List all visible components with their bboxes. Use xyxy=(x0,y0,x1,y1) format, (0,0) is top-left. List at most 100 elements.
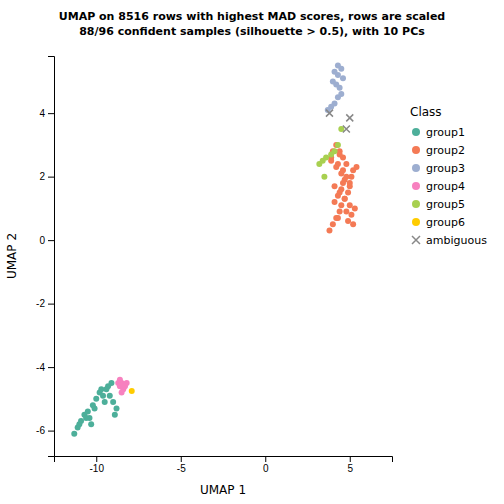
x-axis-title: UMAP 1 xyxy=(200,483,246,497)
legend-marker xyxy=(412,146,420,154)
y-axis-line xyxy=(48,57,55,457)
point xyxy=(337,209,343,215)
point xyxy=(335,142,341,148)
point xyxy=(337,151,343,157)
y-tick-label: 4 xyxy=(39,108,45,119)
point xyxy=(92,405,98,411)
point xyxy=(350,221,356,227)
point xyxy=(348,212,354,218)
y-tick: -4 xyxy=(36,362,54,373)
legend-marker xyxy=(412,218,420,226)
y-tick: 2 xyxy=(39,171,54,182)
point xyxy=(332,101,338,107)
legend-marker xyxy=(412,182,420,190)
y-tick-label: -2 xyxy=(36,298,45,309)
y-axis-title: UMAP 2 xyxy=(5,233,19,279)
y-tick: -2 xyxy=(36,298,54,309)
point xyxy=(323,155,329,161)
x-tick: -10 xyxy=(90,456,105,474)
point xyxy=(332,183,338,189)
point xyxy=(333,164,339,170)
series xyxy=(71,380,119,437)
legend-label: ambiguous xyxy=(426,234,487,247)
legend-label: group1 xyxy=(426,126,465,139)
point xyxy=(335,63,341,69)
x-tick-mark xyxy=(96,456,97,462)
point xyxy=(352,205,358,211)
point xyxy=(93,396,99,402)
point xyxy=(343,209,349,215)
point xyxy=(332,69,338,75)
legend-item: ambiguous xyxy=(412,234,487,247)
x-tick-mark xyxy=(265,456,266,462)
point xyxy=(345,218,351,224)
y-tick: -6 xyxy=(36,425,54,436)
point xyxy=(340,180,346,186)
point xyxy=(124,380,130,386)
point xyxy=(346,114,353,121)
point xyxy=(342,196,348,202)
legend-item: group2 xyxy=(412,144,465,157)
point xyxy=(108,380,114,386)
point xyxy=(345,190,351,196)
plot: -10 -5 0 5 -6 -4 -2 0 2 4 xyxy=(36,57,392,475)
title: UMAP on 8516 rows with highest MAD score… xyxy=(59,10,445,38)
series xyxy=(115,377,129,396)
legend-item: group5 xyxy=(412,198,465,211)
x-tick-label: -10 xyxy=(90,463,105,474)
y-tick-mark xyxy=(48,431,54,432)
y-tick-mark xyxy=(48,367,54,368)
y-tick-mark xyxy=(48,304,54,305)
point xyxy=(119,390,125,396)
x-tick: -5 xyxy=(177,456,186,474)
legend-item: group4 xyxy=(412,180,465,193)
series xyxy=(326,110,353,133)
y-axis: -6 -4 -2 0 2 4 xyxy=(36,57,54,457)
point xyxy=(330,78,336,84)
point xyxy=(85,409,91,415)
x-tick: 5 xyxy=(347,456,353,474)
y-tick-label: 0 xyxy=(39,235,45,246)
point xyxy=(343,161,349,167)
y-tick-label: 2 xyxy=(39,171,45,182)
legend-marker xyxy=(412,128,420,136)
legend-item: group3 xyxy=(412,162,465,175)
point xyxy=(326,110,333,117)
legend-label: group3 xyxy=(426,162,465,175)
x-tick-label: 5 xyxy=(347,463,353,474)
y-tick: 0 xyxy=(39,235,54,246)
point xyxy=(117,377,123,383)
point xyxy=(338,170,344,176)
y-tick-mark xyxy=(48,113,54,114)
legend-label: group4 xyxy=(426,180,465,193)
point xyxy=(347,180,353,186)
legend-item: group6 xyxy=(412,216,465,229)
point xyxy=(343,126,350,133)
legend: Classgroup1group2group3group4group5group… xyxy=(410,105,487,247)
x-tick-mark xyxy=(350,456,351,462)
point xyxy=(330,221,336,227)
legend-label: group5 xyxy=(426,198,465,211)
x-axis-line xyxy=(55,457,393,463)
y-tick-label: -4 xyxy=(36,362,45,373)
point xyxy=(76,421,82,427)
point xyxy=(347,202,353,208)
chart: -10 -5 0 5 -6 -4 -2 0 2 4 UMAP 1 UMAP 2 UMAP on 8516… xyxy=(0,0,504,504)
legend-item: group1 xyxy=(412,126,465,139)
x-tick-label: -5 xyxy=(177,463,186,474)
point xyxy=(129,388,135,394)
point xyxy=(110,399,116,405)
point xyxy=(337,190,343,196)
y-tick-mark xyxy=(48,240,54,241)
legend-marker xyxy=(412,164,420,172)
point xyxy=(107,393,113,399)
point xyxy=(100,393,106,399)
y-tick: 4 xyxy=(39,108,54,119)
point xyxy=(71,431,77,437)
point xyxy=(340,75,346,81)
legend-marker xyxy=(412,200,420,208)
series xyxy=(316,126,344,180)
point xyxy=(332,199,338,205)
x-axis: -10-505 xyxy=(55,456,393,474)
legend-label: group2 xyxy=(426,144,465,157)
